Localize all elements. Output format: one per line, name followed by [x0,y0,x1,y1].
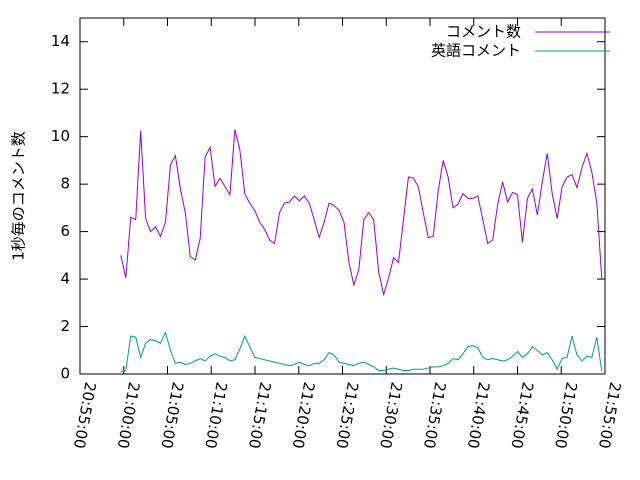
y-tick-label: 0 [60,365,70,383]
y-tick-label: 6 [60,222,70,240]
y-axis-label: 1秒毎のコメント数 [10,131,28,261]
x-tick-label: 20:55:00 [70,381,99,450]
legend-label: コメント数 [446,23,521,41]
y-tick-label: 12 [51,80,70,98]
y-tick-label: 4 [60,270,70,288]
x-tick-label: 21:15:00 [245,381,274,450]
x-tick-label: 21:40:00 [464,381,493,450]
y-tick-label: 10 [51,127,70,145]
y-tick-label: 2 [60,317,70,335]
series-line [120,331,603,373]
x-tick-label: 21:55:00 [595,381,624,450]
y-tick-label: 14 [51,32,70,50]
plot-frame [79,17,606,375]
x-tick-label: 21:00:00 [114,381,143,450]
x-tick-label: 21:05:00 [157,381,186,450]
x-tick-label: 21:25:00 [332,381,361,450]
series-line [120,129,603,297]
x-tick-label: 21:50:00 [551,381,580,450]
x-tick-label: 21:20:00 [289,381,318,450]
x-tick-label: 21:35:00 [420,381,449,450]
y-tick-label: 8 [60,175,70,193]
x-tick-label: 21:30:00 [376,381,405,450]
x-tick-label: 21:10:00 [201,381,230,450]
x-tick-label: 21:45:00 [507,381,536,450]
legend-label: 英語コメント [431,42,521,60]
